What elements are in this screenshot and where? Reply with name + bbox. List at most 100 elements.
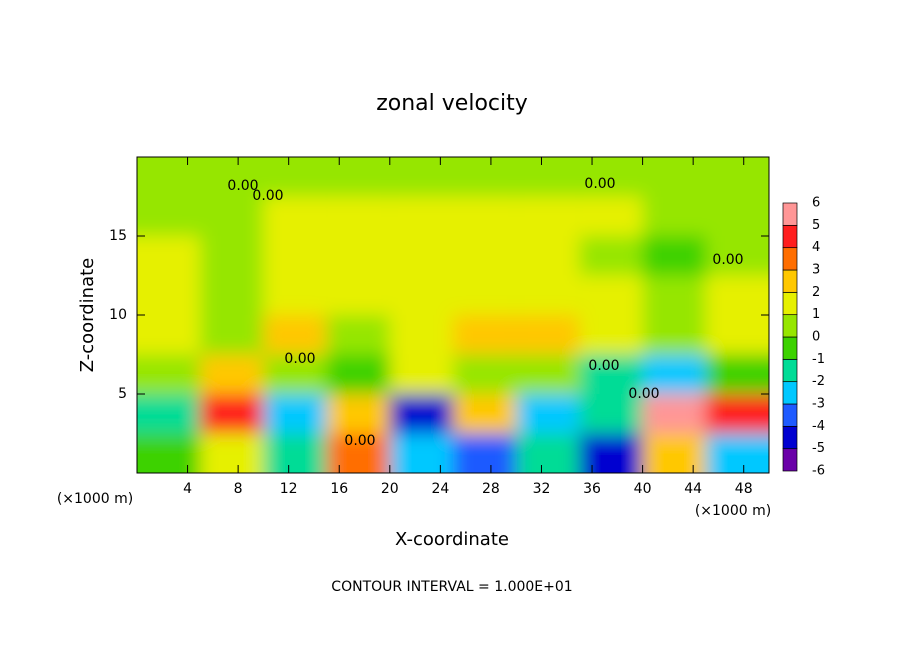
colorbar-label: -3 <box>812 397 825 412</box>
cell <box>579 394 643 434</box>
footnote: CONTOUR INTERVAL = 1.000E+01 <box>331 579 572 595</box>
cell <box>579 157 643 197</box>
cell <box>642 157 706 197</box>
cell <box>326 433 390 473</box>
cell <box>516 157 580 197</box>
contour-label: 0.00 <box>227 178 258 194</box>
cell <box>200 394 264 434</box>
cell <box>453 236 517 276</box>
cell <box>453 275 517 315</box>
cell <box>705 275 769 315</box>
colorbar-swatch <box>782 336 798 360</box>
x-tick-label: 20 <box>381 481 399 497</box>
cell <box>516 354 580 394</box>
x-tick-label: 24 <box>431 481 449 497</box>
x-tick-label: 12 <box>280 481 298 497</box>
cell <box>705 157 769 197</box>
y-tick-label: 10 <box>109 307 127 323</box>
cell <box>642 433 706 473</box>
colorbar-swatch <box>782 291 798 316</box>
colorbar-swatch <box>782 381 798 405</box>
colorbar-label: 0 <box>812 330 820 345</box>
cell <box>453 196 517 236</box>
contour-label: 0.00 <box>628 386 659 402</box>
cell <box>579 275 643 315</box>
x-tick-label: 44 <box>684 481 702 497</box>
x-tick-label: 48 <box>735 481 753 497</box>
x-tick-label: 36 <box>583 481 601 497</box>
colorbar-label: 5 <box>812 218 820 233</box>
cell <box>579 236 643 276</box>
cell <box>326 236 390 276</box>
colorbar-label: -4 <box>812 419 825 434</box>
x-tick-label: 8 <box>234 481 243 497</box>
cell <box>200 196 264 236</box>
x-unit-left: (×1000 m) <box>57 491 133 507</box>
cell <box>516 433 580 473</box>
cell <box>263 275 327 315</box>
cell <box>642 236 706 276</box>
cell <box>579 433 643 473</box>
x-tick-label: 40 <box>634 481 652 497</box>
cell <box>263 196 327 236</box>
cell <box>516 275 580 315</box>
cell <box>200 236 264 276</box>
field <box>137 157 769 473</box>
cell <box>453 354 517 394</box>
cell <box>137 196 201 236</box>
cell <box>263 394 327 434</box>
cell <box>516 236 580 276</box>
cell <box>516 315 580 355</box>
cell <box>516 196 580 236</box>
colorbar-label: 6 <box>812 196 820 211</box>
cell <box>642 275 706 315</box>
colorbar-swatch <box>782 269 798 293</box>
cell <box>705 433 769 473</box>
x-tick-label: 4 <box>183 481 192 497</box>
cell <box>200 275 264 315</box>
cell <box>389 433 453 473</box>
cell <box>263 315 327 355</box>
cell <box>389 157 453 197</box>
cell <box>516 394 580 434</box>
cell <box>326 315 390 355</box>
y-tick-label: 5 <box>118 386 127 402</box>
contour-label: 0.00 <box>712 252 743 268</box>
cell <box>200 157 264 197</box>
cell <box>263 433 327 473</box>
y-axis-label: Z-coordinate <box>77 258 98 373</box>
cell <box>326 275 390 315</box>
colorbar-label: -2 <box>812 374 825 389</box>
cell <box>200 315 264 355</box>
cell <box>705 236 769 276</box>
cell <box>326 196 390 236</box>
colorbar-swatch <box>782 358 798 383</box>
cell <box>137 315 201 355</box>
cell <box>137 236 201 276</box>
cell <box>642 196 706 236</box>
colorbar-swatch <box>782 448 798 472</box>
y-tick-label: 15 <box>109 228 127 244</box>
cell <box>326 394 390 434</box>
cell <box>137 394 201 434</box>
cell <box>579 354 643 394</box>
cell <box>389 196 453 236</box>
contour-label: 0.00 <box>344 433 375 449</box>
cell <box>389 315 453 355</box>
cell <box>642 354 706 394</box>
cell <box>137 433 201 473</box>
cell <box>137 354 201 394</box>
cell <box>579 196 643 236</box>
colorbar-label: -5 <box>812 441 825 456</box>
cells <box>137 157 769 473</box>
x-tick-label: 16 <box>330 481 348 497</box>
cell <box>705 354 769 394</box>
contour-label: 0.00 <box>588 358 619 374</box>
x-tick-label: 32 <box>533 481 551 497</box>
cell <box>200 433 264 473</box>
cell <box>137 275 201 315</box>
x-unit-right: (×1000 m) <box>695 503 771 519</box>
x-tick-label: 28 <box>482 481 500 497</box>
colorbar-swatch <box>782 425 798 450</box>
